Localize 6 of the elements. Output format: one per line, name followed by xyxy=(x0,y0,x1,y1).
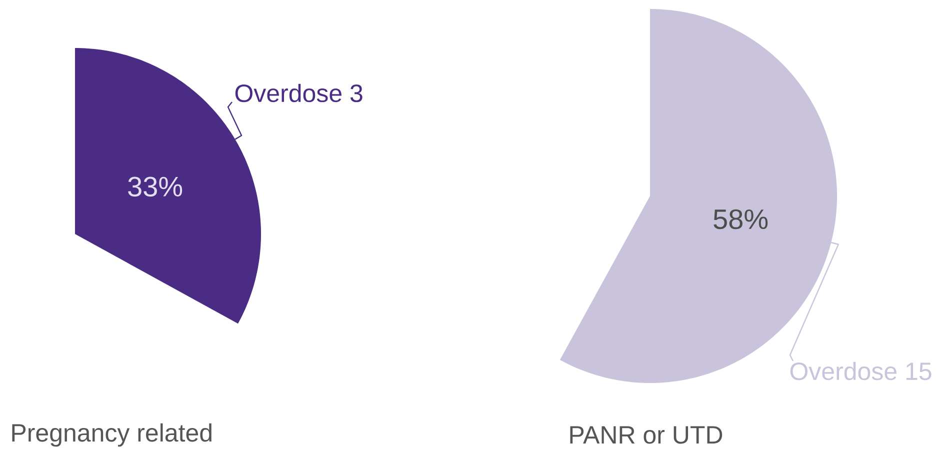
data-label: 33% xyxy=(128,176,182,197)
text: PANR or UTD xyxy=(570,426,722,444)
data-label: 58% xyxy=(714,209,768,230)
slice-label: Overdose 3 xyxy=(235,84,362,102)
slice-label: Overdose 15 xyxy=(790,362,932,380)
text: Pregnancy related xyxy=(12,423,212,447)
